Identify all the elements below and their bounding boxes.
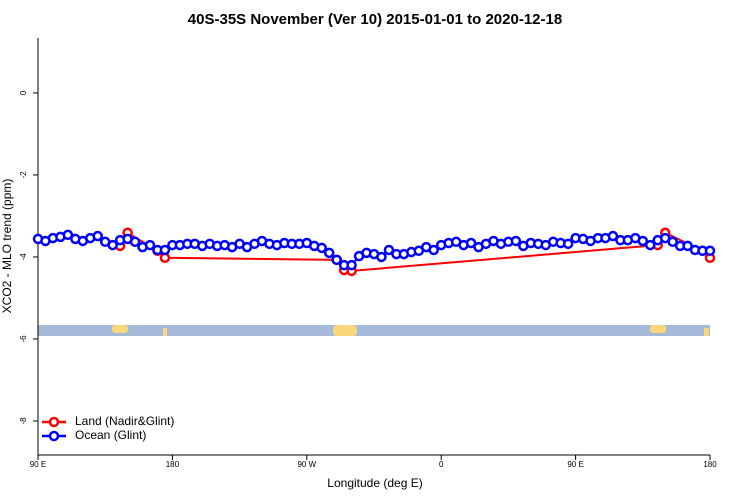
legend-marker	[48, 416, 60, 428]
x-tick-label: 180	[703, 460, 717, 469]
point	[465, 237, 477, 249]
mask-land	[163, 328, 167, 336]
point	[704, 245, 716, 257]
x-tick-label: 180	[166, 460, 180, 469]
x-axis-label: Longitude (deg E)	[327, 476, 422, 490]
y-tick-label: -6	[19, 335, 28, 343]
point	[510, 235, 522, 247]
x-tick-label: 90 E	[30, 460, 46, 469]
point	[682, 240, 693, 252]
mask-land	[704, 328, 709, 336]
land-mask	[38, 325, 710, 336]
chart-title: 40S-35S November (Ver 10) 2015-01-01 to …	[188, 11, 562, 28]
y-tick-label: -4	[19, 253, 28, 261]
point	[92, 230, 103, 242]
y-axis-label: XCO2 - MLO trend (ppm)	[0, 179, 14, 314]
legend-label: Land (Nadir&Glint)	[75, 414, 174, 428]
mask-land	[333, 325, 357, 336]
point	[323, 247, 335, 259]
point	[607, 230, 619, 242]
mask-land	[650, 325, 666, 333]
point	[376, 251, 387, 263]
legend-label: Ocean (Glint)	[75, 428, 146, 442]
point	[316, 242, 327, 254]
point	[144, 239, 156, 251]
x-tick-label: 0	[439, 460, 444, 469]
mask-band	[38, 325, 710, 336]
legend-marker	[48, 430, 60, 442]
mask-land	[112, 325, 128, 333]
y-tick-label: 0	[19, 90, 28, 95]
point	[62, 229, 74, 241]
point	[159, 244, 171, 256]
y-tick-label: -2	[19, 171, 28, 179]
point	[562, 238, 574, 250]
x-tick-label: 90 W	[297, 460, 316, 469]
point	[331, 254, 342, 266]
point	[346, 259, 357, 271]
point	[667, 236, 678, 248]
point	[637, 235, 649, 247]
x-tick-label: 90 E	[567, 460, 583, 469]
point	[107, 239, 118, 251]
y-tick-label: -8	[19, 417, 28, 425]
point	[428, 244, 439, 256]
point	[383, 244, 395, 256]
point	[645, 239, 656, 251]
point	[129, 236, 141, 248]
